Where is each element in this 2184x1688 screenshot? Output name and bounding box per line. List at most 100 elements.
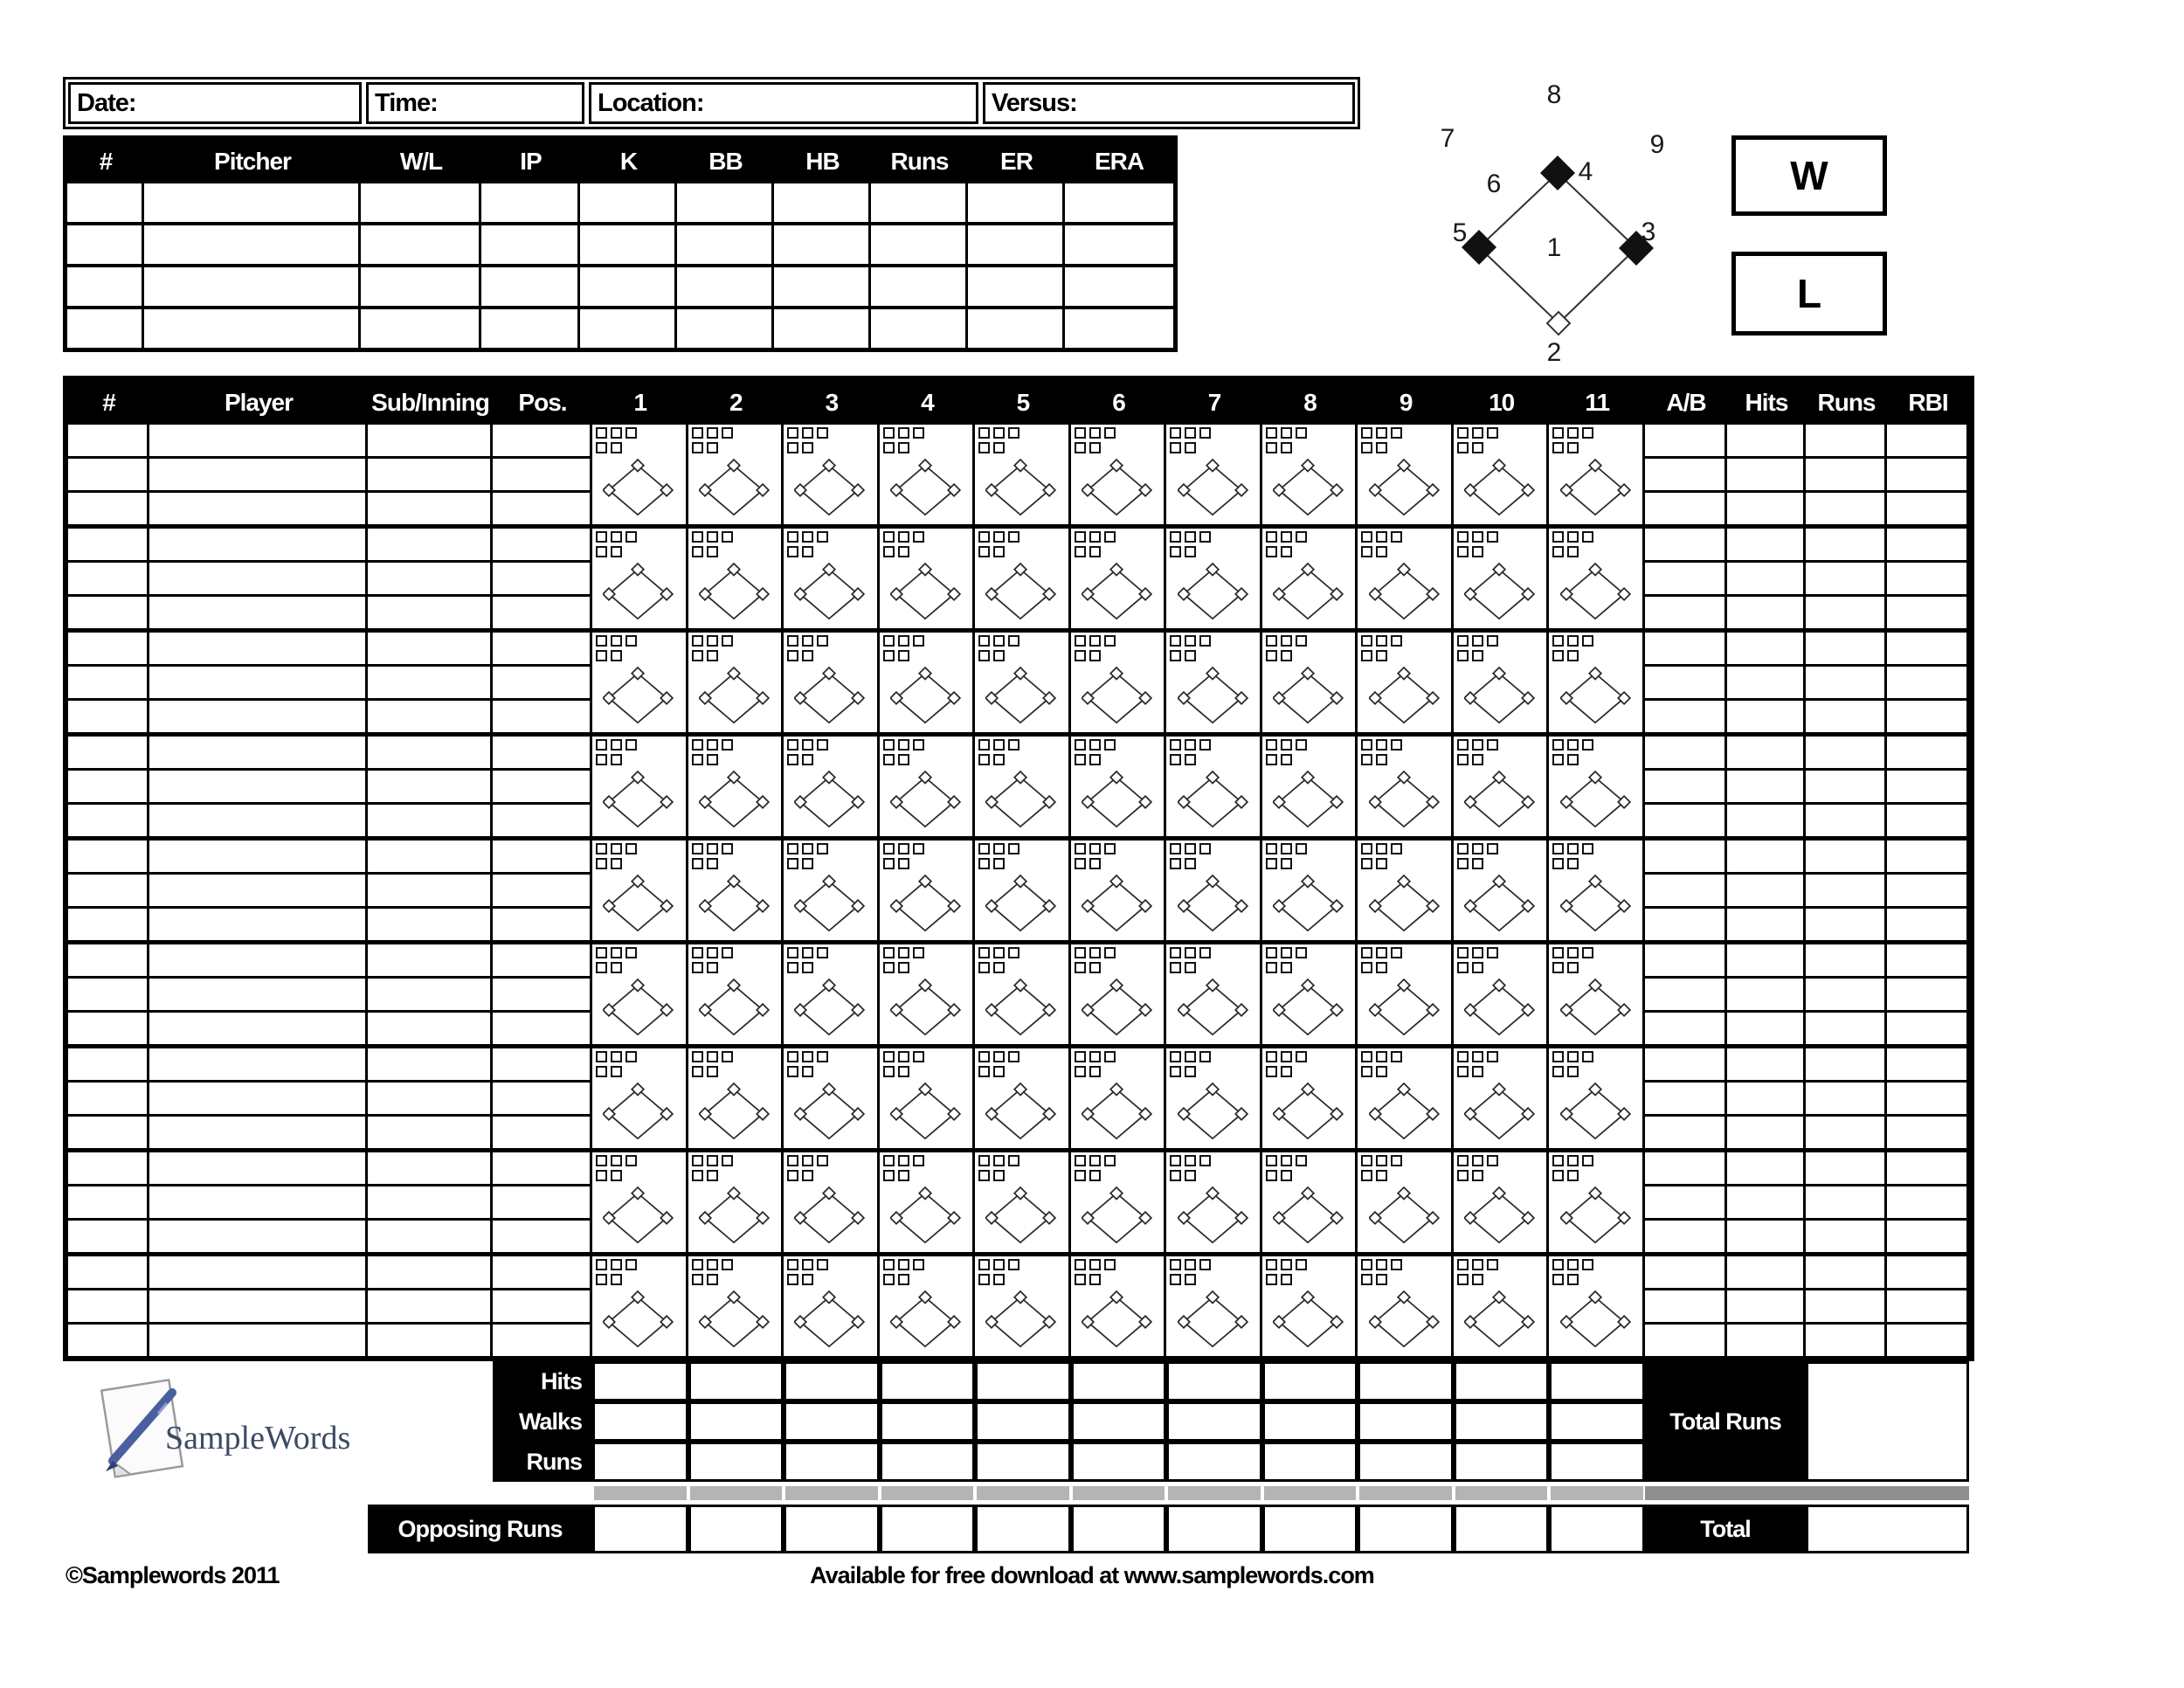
cell-player[interactable] [149, 1218, 365, 1252]
cell-pos[interactable] [493, 1080, 590, 1114]
cell-hits[interactable] [1727, 906, 1803, 940]
inning-cell[interactable] [1453, 425, 1550, 524]
inning-cell[interactable] [1166, 425, 1262, 524]
summary-cell[interactable] [1358, 1505, 1454, 1553]
cell-runs[interactable] [1806, 976, 1884, 1010]
cell-rbi[interactable] [1887, 1322, 1966, 1356]
cell-pos[interactable] [493, 1114, 590, 1148]
cell-sub-inning[interactable] [368, 802, 490, 836]
inning-cell[interactable] [975, 425, 1071, 524]
cell-player[interactable] [149, 1080, 365, 1114]
cell-rbi[interactable] [1887, 664, 1966, 698]
summary-cell[interactable] [1166, 1361, 1262, 1401]
summary-cell[interactable] [1358, 1442, 1454, 1482]
cell-number[interactable] [68, 1322, 147, 1356]
cell-rbi[interactable] [1887, 529, 1966, 560]
inning-cell[interactable] [879, 425, 976, 524]
pitcher-cell-bb[interactable] [677, 309, 774, 348]
cell-number[interactable] [68, 906, 147, 940]
inning-cell[interactable] [688, 1152, 784, 1252]
cell-rbi[interactable] [1887, 1256, 1966, 1288]
cell-rbi[interactable] [1887, 1184, 1966, 1218]
pitcher-cell-w-l[interactable] [361, 225, 481, 264]
inning-cell[interactable] [592, 1152, 688, 1252]
summary-cell[interactable] [1549, 1505, 1645, 1553]
cell-player[interactable] [149, 976, 365, 1010]
cell-number[interactable] [68, 529, 147, 560]
cell-pos[interactable] [493, 1184, 590, 1218]
inning-cell[interactable] [1261, 529, 1358, 628]
cell-player[interactable] [149, 425, 365, 456]
cell-number[interactable] [68, 1048, 147, 1080]
cell-pos[interactable] [493, 1218, 590, 1252]
cell-pos[interactable] [493, 490, 590, 524]
inning-cell[interactable] [879, 1048, 976, 1148]
cell-player[interactable] [149, 737, 365, 768]
cell-ab[interactable] [1645, 1152, 1724, 1184]
cell-runs[interactable] [1806, 633, 1884, 664]
cell-rbi[interactable] [1887, 768, 1966, 802]
cell-runs[interactable] [1806, 1080, 1884, 1114]
cell-number[interactable] [68, 490, 147, 524]
cell-rbi[interactable] [1887, 737, 1966, 768]
cell-number[interactable] [68, 1218, 147, 1252]
cell-player[interactable] [149, 560, 365, 594]
summary-cell[interactable] [1358, 1401, 1454, 1442]
cell-pos[interactable] [493, 906, 590, 940]
pitcher-cell-runs[interactable] [871, 183, 968, 222]
cell-number[interactable] [68, 1114, 147, 1148]
inning-cell[interactable] [784, 529, 880, 628]
cell-pos[interactable] [493, 976, 590, 1010]
summary-cell[interactable] [1358, 1361, 1454, 1401]
inning-cell[interactable] [1549, 529, 1645, 628]
summary-cell[interactable] [592, 1442, 688, 1482]
summary-cell[interactable] [975, 1401, 1071, 1442]
cell-runs[interactable] [1806, 560, 1884, 594]
cell-number[interactable] [68, 872, 147, 906]
cell-sub-inning[interactable] [368, 594, 490, 628]
cell-ab[interactable] [1645, 944, 1724, 976]
loss-box[interactable]: L [1731, 252, 1887, 336]
cell-ab[interactable] [1645, 768, 1724, 802]
cell-hits[interactable] [1727, 456, 1803, 490]
cell-number[interactable] [68, 594, 147, 628]
cell-runs[interactable] [1806, 490, 1884, 524]
cell-runs[interactable] [1806, 1322, 1884, 1356]
inning-cell[interactable] [1549, 944, 1645, 1044]
cell-number[interactable] [68, 737, 147, 768]
summary-cell[interactable] [1166, 1505, 1262, 1553]
pitcher-cell-hb[interactable] [774, 183, 871, 222]
cell-rbi[interactable] [1887, 872, 1966, 906]
cell-player[interactable] [149, 906, 365, 940]
cell-ab[interactable] [1645, 872, 1724, 906]
summary-cell[interactable] [1453, 1442, 1550, 1482]
inning-cell[interactable] [1070, 1048, 1167, 1148]
cell-number[interactable] [68, 425, 147, 456]
inning-cell[interactable] [1358, 529, 1454, 628]
inning-cell[interactable] [1070, 1152, 1167, 1252]
cell-rbi[interactable] [1887, 802, 1966, 836]
cell-hits[interactable] [1727, 1048, 1803, 1080]
pitcher-cell-runs[interactable] [871, 225, 968, 264]
pitcher-cell-pitcher[interactable] [144, 183, 361, 222]
cell-ab[interactable] [1645, 841, 1724, 872]
summary-cell[interactable] [688, 1401, 784, 1442]
cell-hits[interactable] [1727, 560, 1803, 594]
cell-ab[interactable] [1645, 802, 1724, 836]
cell-sub-inning[interactable] [368, 456, 490, 490]
pitcher-cell-bb[interactable] [677, 225, 774, 264]
cell-rbi[interactable] [1887, 633, 1966, 664]
cell-player[interactable] [149, 529, 365, 560]
cell-hits[interactable] [1727, 664, 1803, 698]
pitcher-cell-hb[interactable] [774, 309, 871, 348]
cell-runs[interactable] [1806, 802, 1884, 836]
summary-cell[interactable] [784, 1361, 880, 1401]
cell-hits[interactable] [1727, 1080, 1803, 1114]
summary-cell[interactable] [1549, 1361, 1645, 1401]
inning-cell[interactable] [592, 944, 688, 1044]
cell-player[interactable] [149, 841, 365, 872]
inning-cell[interactable] [592, 737, 688, 836]
cell-ab[interactable] [1645, 425, 1724, 456]
cell-hits[interactable] [1727, 1322, 1803, 1356]
inning-cell[interactable] [1261, 425, 1358, 524]
